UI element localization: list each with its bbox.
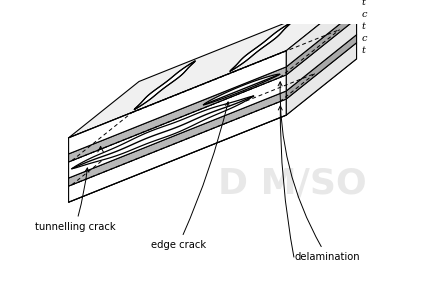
- Polygon shape: [69, 11, 356, 154]
- Polygon shape: [69, 43, 356, 186]
- Polygon shape: [285, 43, 356, 115]
- Polygon shape: [72, 96, 253, 169]
- Polygon shape: [69, 35, 356, 178]
- Polygon shape: [69, 19, 356, 162]
- Polygon shape: [285, 19, 356, 91]
- Text: D M/SO: D M/SO: [218, 167, 366, 201]
- Polygon shape: [285, 0, 356, 67]
- Polygon shape: [69, 99, 285, 202]
- Text: t: t: [360, 22, 364, 31]
- Polygon shape: [285, 11, 356, 75]
- Polygon shape: [69, 75, 285, 178]
- Text: edge crack: edge crack: [150, 102, 229, 250]
- Polygon shape: [69, 0, 356, 138]
- Text: c: c: [360, 10, 366, 19]
- Text: delamination: delamination: [277, 82, 359, 262]
- Polygon shape: [69, 91, 285, 186]
- Polygon shape: [203, 74, 279, 105]
- Polygon shape: [134, 61, 195, 110]
- Polygon shape: [69, 59, 356, 202]
- Polygon shape: [69, 67, 285, 162]
- Text: t: t: [360, 46, 364, 55]
- Polygon shape: [230, 23, 290, 71]
- Polygon shape: [285, 35, 356, 99]
- Text: t: t: [360, 0, 364, 7]
- Text: c: c: [360, 34, 366, 43]
- Text: tunnelling crack: tunnelling crack: [35, 168, 115, 232]
- Polygon shape: [69, 51, 285, 154]
